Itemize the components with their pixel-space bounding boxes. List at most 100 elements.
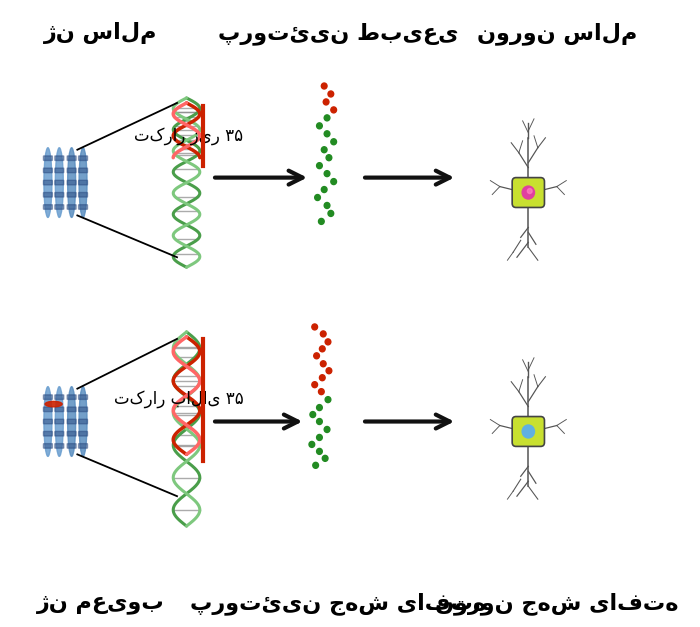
Circle shape xyxy=(321,187,327,192)
Circle shape xyxy=(316,448,322,455)
Text: پروتئین جهش یافته: پروتئین جهش یافته xyxy=(190,593,486,615)
FancyBboxPatch shape xyxy=(78,407,88,411)
Circle shape xyxy=(318,389,324,394)
FancyBboxPatch shape xyxy=(55,192,64,197)
FancyBboxPatch shape xyxy=(55,407,64,411)
Circle shape xyxy=(328,211,334,216)
Circle shape xyxy=(315,194,321,201)
Circle shape xyxy=(316,419,322,424)
Circle shape xyxy=(527,189,532,194)
Ellipse shape xyxy=(44,387,52,456)
Ellipse shape xyxy=(68,387,76,456)
Circle shape xyxy=(328,91,334,97)
FancyBboxPatch shape xyxy=(43,156,52,161)
Circle shape xyxy=(321,331,326,337)
Text: پروتئین طبیعی: پروتئین طبیعی xyxy=(218,22,458,45)
FancyBboxPatch shape xyxy=(55,156,64,161)
Circle shape xyxy=(324,426,330,433)
Ellipse shape xyxy=(44,148,52,218)
Circle shape xyxy=(321,83,327,89)
FancyBboxPatch shape xyxy=(43,431,52,436)
Ellipse shape xyxy=(55,387,63,456)
FancyBboxPatch shape xyxy=(43,419,52,424)
FancyBboxPatch shape xyxy=(55,168,64,172)
FancyBboxPatch shape xyxy=(43,395,52,399)
Circle shape xyxy=(325,339,331,345)
Circle shape xyxy=(316,435,322,440)
Circle shape xyxy=(522,425,535,438)
FancyBboxPatch shape xyxy=(78,419,88,424)
FancyBboxPatch shape xyxy=(43,181,52,185)
Circle shape xyxy=(319,346,325,352)
FancyBboxPatch shape xyxy=(43,192,52,197)
FancyBboxPatch shape xyxy=(78,192,88,197)
Circle shape xyxy=(316,162,322,169)
FancyBboxPatch shape xyxy=(78,431,88,436)
Circle shape xyxy=(324,115,330,121)
Circle shape xyxy=(325,397,331,403)
FancyBboxPatch shape xyxy=(43,204,52,209)
Circle shape xyxy=(322,455,328,461)
Circle shape xyxy=(324,203,330,208)
Text: ژن معیوب: ژن معیوب xyxy=(37,594,165,614)
FancyBboxPatch shape xyxy=(67,395,76,399)
Circle shape xyxy=(314,353,319,359)
Circle shape xyxy=(313,462,319,468)
FancyBboxPatch shape xyxy=(67,204,76,209)
Ellipse shape xyxy=(55,148,63,218)
Circle shape xyxy=(324,131,330,137)
FancyBboxPatch shape xyxy=(43,444,52,448)
Circle shape xyxy=(324,171,330,177)
FancyBboxPatch shape xyxy=(67,419,76,424)
Circle shape xyxy=(321,147,327,153)
FancyBboxPatch shape xyxy=(78,168,88,172)
FancyBboxPatch shape xyxy=(512,177,545,208)
FancyBboxPatch shape xyxy=(78,181,88,185)
Ellipse shape xyxy=(45,401,62,407)
Circle shape xyxy=(323,99,329,105)
FancyBboxPatch shape xyxy=(78,444,88,448)
Circle shape xyxy=(326,155,332,161)
FancyBboxPatch shape xyxy=(55,431,64,436)
FancyBboxPatch shape xyxy=(55,181,64,185)
FancyBboxPatch shape xyxy=(67,156,76,161)
Text: نورون جهش یافته: نورون جهش یافته xyxy=(435,593,678,615)
Circle shape xyxy=(319,375,325,381)
FancyBboxPatch shape xyxy=(67,431,76,436)
FancyBboxPatch shape xyxy=(67,168,76,172)
Text: ژن سالم: ژن سالم xyxy=(44,22,158,45)
FancyBboxPatch shape xyxy=(67,181,76,185)
FancyBboxPatch shape xyxy=(67,192,76,197)
Circle shape xyxy=(331,179,337,184)
FancyBboxPatch shape xyxy=(512,416,545,446)
Text: نورون سالم: نورون سالم xyxy=(477,22,637,45)
Circle shape xyxy=(316,123,322,129)
Ellipse shape xyxy=(68,148,76,218)
FancyBboxPatch shape xyxy=(67,407,76,411)
FancyBboxPatch shape xyxy=(55,444,64,448)
Circle shape xyxy=(331,107,337,113)
Ellipse shape xyxy=(79,148,87,218)
FancyBboxPatch shape xyxy=(55,419,64,424)
FancyBboxPatch shape xyxy=(43,407,52,411)
Text: تکرار بالای ۳۵: تکرار بالای ۳۵ xyxy=(113,389,244,408)
FancyBboxPatch shape xyxy=(55,395,64,399)
Circle shape xyxy=(318,218,324,224)
Circle shape xyxy=(326,368,332,374)
Circle shape xyxy=(522,186,535,199)
Text: تکرار زیر ۳۵: تکرار زیر ۳۵ xyxy=(134,127,244,145)
FancyBboxPatch shape xyxy=(55,204,64,209)
Circle shape xyxy=(321,361,326,367)
FancyBboxPatch shape xyxy=(78,395,88,399)
Circle shape xyxy=(312,382,318,387)
Circle shape xyxy=(331,139,337,145)
Circle shape xyxy=(310,411,316,418)
FancyBboxPatch shape xyxy=(78,204,88,209)
Circle shape xyxy=(316,404,322,411)
FancyBboxPatch shape xyxy=(78,156,88,161)
Circle shape xyxy=(309,441,315,448)
Ellipse shape xyxy=(79,387,87,456)
FancyBboxPatch shape xyxy=(43,168,52,172)
FancyBboxPatch shape xyxy=(67,444,76,448)
Circle shape xyxy=(312,324,318,330)
